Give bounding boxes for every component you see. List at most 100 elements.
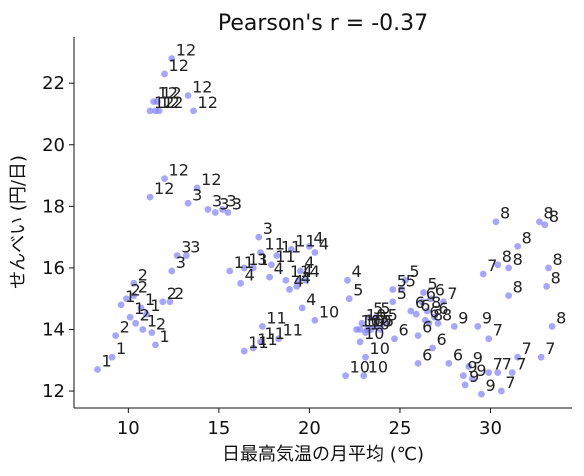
point-label: 10 xyxy=(319,302,339,321)
point-label: 8 xyxy=(513,250,523,269)
y-axis-label: せんべい (円/日) xyxy=(8,155,29,289)
point-label: 10 xyxy=(364,324,384,343)
data-point xyxy=(494,261,502,269)
point-label: 12 xyxy=(176,41,196,60)
point-label: 10 xyxy=(366,305,386,324)
data-point xyxy=(182,252,190,259)
point-label: 6 xyxy=(399,321,409,340)
point-label: 5 xyxy=(428,275,438,294)
y-tick-label: 22 xyxy=(42,73,65,94)
y-tick-label: 20 xyxy=(42,135,65,156)
data-point xyxy=(360,372,368,380)
data-point xyxy=(155,107,163,115)
point-label: 5 xyxy=(397,271,407,290)
points-layer xyxy=(94,55,556,398)
data-point xyxy=(184,199,192,207)
point-label: 11 xyxy=(248,250,268,269)
point-label: 4 xyxy=(301,268,311,287)
point-label: 8 xyxy=(552,250,562,269)
point-label: 8 xyxy=(551,268,561,287)
data-point xyxy=(240,264,248,272)
point-label: 1 xyxy=(102,352,112,371)
point-label: 3 xyxy=(190,238,200,257)
point-label: 8 xyxy=(502,247,512,266)
data-point xyxy=(356,326,364,333)
point-label: 1 xyxy=(145,290,155,309)
point-label: 11 xyxy=(283,321,303,340)
data-point xyxy=(420,289,427,296)
data-point xyxy=(376,326,384,333)
data-point xyxy=(514,242,522,250)
point-label: 7 xyxy=(447,284,457,303)
point-label: 12 xyxy=(158,84,178,103)
data-point xyxy=(401,276,409,284)
data-point xyxy=(258,323,266,330)
point-label: 2 xyxy=(174,284,184,303)
data-point xyxy=(543,282,551,290)
point-label: 7 xyxy=(522,339,532,358)
point-label: 12 xyxy=(159,93,179,112)
point-label: 5 xyxy=(388,305,398,324)
data-point xyxy=(429,344,436,352)
data-point xyxy=(226,267,234,275)
point-label: 7 xyxy=(545,339,555,358)
point-label: 10 xyxy=(368,358,388,377)
data-point xyxy=(423,307,431,315)
data-point xyxy=(249,264,257,272)
data-point xyxy=(132,319,139,327)
point-label: 12 xyxy=(161,84,181,103)
data-point xyxy=(152,341,159,349)
data-point xyxy=(302,276,310,284)
point-label: 12 xyxy=(169,56,189,75)
y-tick-label: 12 xyxy=(42,381,65,402)
chart-title: Pearson's r = -0.37 xyxy=(218,11,428,36)
data-point xyxy=(365,313,373,321)
data-point xyxy=(356,338,364,346)
point-label: 9 xyxy=(485,376,495,395)
point-label: 1 xyxy=(147,311,157,330)
y-ticks: 12 14 16 18 20 22 xyxy=(42,73,74,402)
point-label: 8 xyxy=(500,204,510,223)
data-point xyxy=(425,319,433,327)
data-point xyxy=(224,209,232,216)
data-point xyxy=(508,369,516,376)
data-point xyxy=(123,295,130,303)
point-label: 5 xyxy=(406,271,416,290)
point-label: 9 xyxy=(473,348,483,367)
point-label: 4 xyxy=(351,262,361,281)
point-label: 7 xyxy=(502,355,512,374)
data-point xyxy=(146,193,154,201)
point-label: 6 xyxy=(453,345,463,364)
point-label: 10 xyxy=(370,339,390,358)
data-point xyxy=(190,107,197,115)
point-label: 12 xyxy=(163,93,183,112)
point-label: 3 xyxy=(263,219,273,238)
data-point xyxy=(474,323,482,330)
point-label: 3 xyxy=(176,253,186,272)
point-label: 7 xyxy=(516,355,526,374)
data-point xyxy=(505,264,513,272)
point-label: 11 xyxy=(248,333,268,352)
point-label: 5 xyxy=(397,284,407,303)
x-tick-label: 15 xyxy=(207,418,230,439)
data-point xyxy=(434,319,442,327)
data-point xyxy=(275,335,283,343)
point-label: 11 xyxy=(281,238,301,257)
data-point xyxy=(211,209,219,216)
point-label: 6 xyxy=(426,284,436,303)
point-label: 12 xyxy=(201,170,221,189)
point-label: 10 xyxy=(350,358,370,377)
data-point xyxy=(257,249,264,256)
point-label: 6 xyxy=(420,296,430,315)
point-label: 4 xyxy=(313,228,323,247)
x-tick-label: 10 xyxy=(117,418,140,439)
point-label: 4 xyxy=(310,262,320,281)
data-point xyxy=(371,323,379,330)
point-label: 7 xyxy=(487,256,497,275)
point-label: 3 xyxy=(192,185,202,204)
point-label: 5 xyxy=(380,299,390,318)
point-label: 11 xyxy=(265,324,285,343)
data-point xyxy=(94,366,101,373)
x-tick-label: 30 xyxy=(479,418,502,439)
point-label: 4 xyxy=(293,271,303,290)
